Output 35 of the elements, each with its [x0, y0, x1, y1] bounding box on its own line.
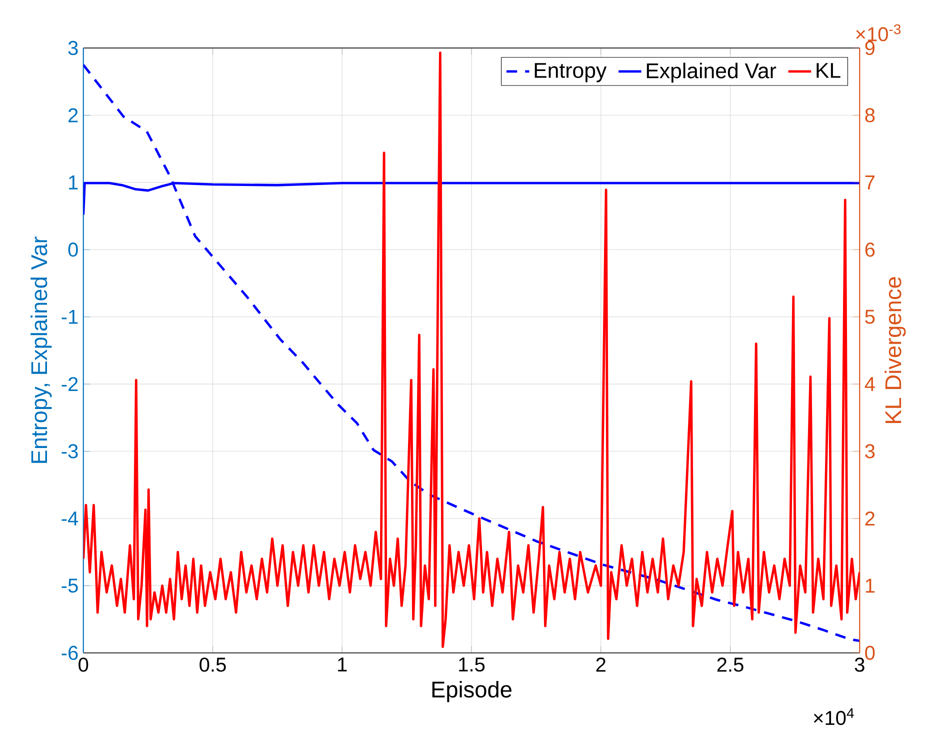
x-tick-label: 0 — [78, 658, 88, 672]
y-tick-label: -4 — [62, 512, 78, 526]
text: ×10$^{-3}$ — [856, 24, 901, 42]
y2-tick-label: 1 — [866, 579, 875, 593]
y-tick-label: -1 — [62, 310, 78, 324]
x-axis-title: Episode — [432, 681, 512, 702]
y2-tick-label: 4 — [864, 377, 875, 392]
text: ×10$^{4}$ — [814, 708, 854, 726]
legend-label: Entropy — [534, 63, 607, 82]
x-tick-label: 3 — [854, 658, 864, 672]
legend-label: Explained Var — [646, 62, 776, 83]
y2-axis-title: KL Divergence — [884, 277, 906, 424]
y2-tick-label: 3 — [865, 444, 875, 459]
x-tick-label: 1.5 — [459, 658, 485, 672]
y-tick-label: 1 — [69, 176, 78, 190]
x-tick-label: 2.5 — [717, 658, 744, 672]
y2-tick-label: 0 — [865, 646, 875, 660]
y2-tick-label: 5 — [865, 310, 875, 324]
y2-tick-label: 6 — [865, 242, 875, 257]
legend-label: KL — [816, 63, 840, 78]
y-tick-label: -5 — [62, 578, 78, 593]
y-axis-title: Entropy, Explained Var — [30, 236, 52, 464]
y-tick-label: -2 — [62, 377, 78, 392]
y2-tick-label: 8 — [865, 108, 875, 123]
x-tick-label: 2 — [596, 658, 606, 672]
y2-tick-label: 7 — [865, 176, 874, 190]
y-tick-label: 2 — [68, 108, 78, 122]
y-tick-label: 3 — [68, 41, 78, 56]
y-tick-label: -6 — [62, 646, 78, 660]
x-tick-label: 0.5 — [200, 658, 226, 672]
x-tick-label: 1 — [338, 658, 347, 672]
y2-tick-label: 2 — [865, 512, 874, 526]
y-tick-label: 0 — [68, 242, 78, 257]
y-tick-label: -3 — [62, 444, 78, 459]
y2-tick-label: 9 — [865, 41, 875, 56]
